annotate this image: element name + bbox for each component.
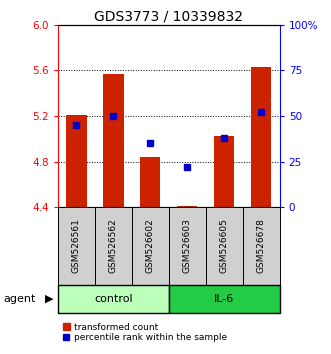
Text: GSM526603: GSM526603	[183, 218, 192, 274]
Text: GSM526605: GSM526605	[220, 218, 229, 274]
Text: control: control	[94, 294, 133, 304]
Bar	[58, 207, 95, 285]
Text: IL-6: IL-6	[214, 294, 234, 304]
Bar	[140, 157, 161, 207]
Bar	[251, 67, 271, 207]
Bar	[214, 136, 234, 207]
Bar	[66, 115, 87, 207]
Bar	[169, 207, 206, 285]
Bar	[206, 207, 243, 285]
Text: GSM526561: GSM526561	[72, 218, 81, 274]
Bar	[132, 207, 169, 285]
Bar	[243, 207, 280, 285]
Bar	[177, 206, 198, 207]
Bar	[58, 285, 169, 313]
Legend: transformed count, percentile rank within the sample: transformed count, percentile rank withi…	[59, 319, 230, 346]
Bar	[169, 285, 280, 313]
Bar	[95, 207, 132, 285]
Text: GSM526678: GSM526678	[257, 218, 266, 274]
Text: GSM526562: GSM526562	[109, 219, 118, 273]
Text: agent: agent	[3, 294, 36, 304]
Text: ▶: ▶	[45, 294, 53, 304]
Title: GDS3773 / 10339832: GDS3773 / 10339832	[94, 10, 243, 24]
Bar	[103, 74, 123, 207]
Text: GSM526602: GSM526602	[146, 219, 155, 273]
